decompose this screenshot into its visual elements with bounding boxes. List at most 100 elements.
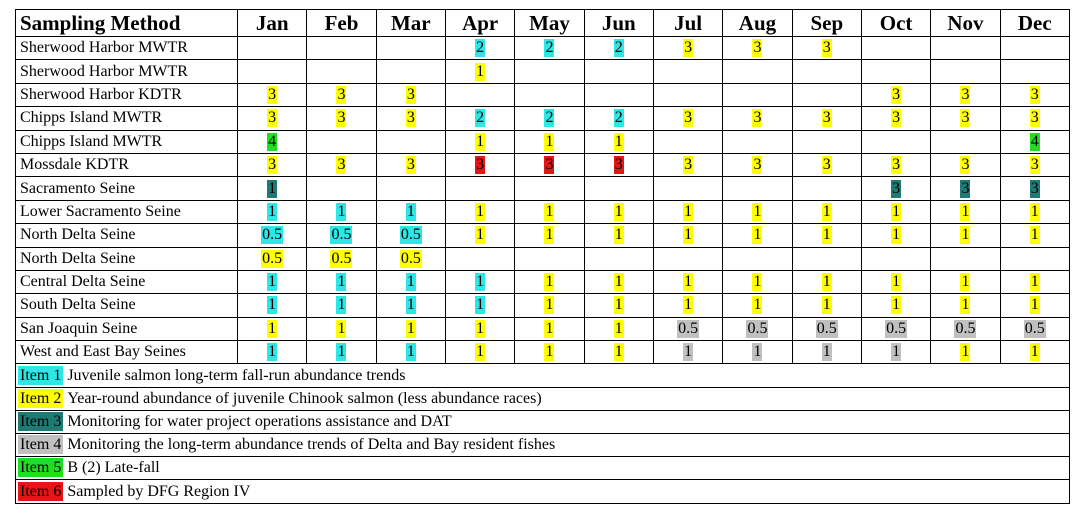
month-cell: 1 <box>930 269 1001 295</box>
value-highlight: 1 <box>1029 296 1040 315</box>
month-cell: 1 <box>444 269 516 295</box>
month-cell <box>236 59 308 84</box>
month-cell: 3 <box>860 82 932 108</box>
value-highlight: 3 <box>613 156 624 175</box>
header-month: Jun <box>583 9 654 37</box>
value-highlight: 1 <box>821 296 832 315</box>
month-cell: 0.5 <box>306 246 377 271</box>
value-highlight: 2 <box>613 109 624 128</box>
value-highlight: 3 <box>752 109 763 128</box>
legend-cell: Item 4 Monitoring the long-term abundance… <box>15 433 1070 458</box>
value-highlight: 3 <box>891 156 902 175</box>
month-cell <box>375 129 446 154</box>
month-cell: 2 <box>514 106 585 131</box>
legend-text: Monitoring the long-term abundance trend… <box>67 436 556 454</box>
sampling-method-cell: Chipps Island MWTR <box>15 106 238 131</box>
legend-cell: Item 1 Juvenile salmon long-term fall-run… <box>15 363 1070 388</box>
value-highlight: 3 <box>336 85 347 104</box>
month-cell: 1 <box>722 340 793 365</box>
month-cell: 3 <box>999 152 1070 178</box>
month-cell <box>306 176 377 201</box>
month-cell <box>514 82 585 108</box>
month-cell <box>860 129 932 154</box>
month-cell: 1 <box>444 293 516 318</box>
month-cell: 3 <box>930 106 1001 131</box>
value-highlight: 1 <box>267 296 278 315</box>
legend-cell: Item 6 Sampled by DFG Region IV <box>15 479 1070 504</box>
value-highlight: 3 <box>683 109 694 128</box>
month-cell: 3 <box>860 106 932 131</box>
month-cell <box>860 59 932 84</box>
legend-swatch: Item 2 <box>18 388 64 408</box>
legend-text: Monitoring for water project operations … <box>67 412 452 430</box>
month-cell: 3 <box>375 82 446 108</box>
value-highlight: 1 <box>336 202 347 221</box>
value-highlight: 3 <box>1029 109 1040 128</box>
value-highlight: 3 <box>1029 179 1040 198</box>
month-cell: 1 <box>514 199 585 225</box>
month-cell: 3 <box>791 152 862 178</box>
month-cell: 3 <box>999 106 1070 131</box>
month-cell <box>722 246 793 271</box>
value-highlight: 3 <box>891 179 902 198</box>
month-cell: 1 <box>722 199 793 225</box>
value-highlight: 3 <box>960 156 971 175</box>
month-cell: 1 <box>375 340 446 365</box>
month-cell: 1 <box>791 293 862 318</box>
value-highlight: 3 <box>891 109 902 128</box>
value-highlight: 1 <box>752 202 763 221</box>
table-body: Sherwood Harbor MWTR 2 2 2 3 3 3 Sherwood Harbo… <box>15 35 1070 365</box>
legend: Item 1 Juvenile salmon long-term fall-run… <box>15 363 1070 504</box>
month-cell: 1 <box>999 340 1070 365</box>
month-cell: 1 <box>930 340 1001 365</box>
value-highlight: 1 <box>544 226 555 245</box>
month-cell: 1 <box>236 269 308 295</box>
legend-text: B (2) Late-fall <box>67 459 160 477</box>
month-cell: 2 <box>514 35 585 61</box>
table-row: Sherwood Harbor MWTR 1 <box>15 59 1070 84</box>
header-month: Aug <box>722 9 793 37</box>
month-cell: 1 <box>236 293 308 318</box>
month-cell <box>930 59 1001 84</box>
month-cell <box>722 176 793 201</box>
value-highlight: 1 <box>752 226 763 245</box>
legend-swatch: Item 5 <box>18 458 64 478</box>
value-highlight: 3 <box>821 109 832 128</box>
month-cell: 1 <box>999 223 1070 248</box>
month-cell: 1 <box>860 199 932 225</box>
sampling-method-cell: Lower Sacramento Seine <box>15 199 238 225</box>
value-highlight: 1 <box>475 273 486 292</box>
value-highlight: 1 <box>267 179 278 198</box>
month-cell <box>860 35 932 61</box>
month-cell: 1 <box>306 293 377 318</box>
value-highlight: 1 <box>821 226 832 245</box>
month-cell <box>306 59 377 84</box>
month-cell: 1 <box>860 269 932 295</box>
month-cell: 0.5 <box>930 316 1001 342</box>
value-highlight: 1 <box>405 273 416 292</box>
value-highlight: 1 <box>544 296 555 315</box>
value-highlight: 3 <box>821 39 832 58</box>
value-highlight: 2 <box>475 39 486 58</box>
value-highlight: 1 <box>821 343 832 362</box>
value-highlight: 1 <box>405 296 416 315</box>
value-highlight: 1 <box>336 319 347 338</box>
month-cell: 1 <box>652 223 724 248</box>
legend-row: Item 3 Monitoring for water project opera… <box>15 409 1070 435</box>
month-cell: 1 <box>236 316 308 342</box>
value-highlight: 0.5 <box>399 249 422 268</box>
sampling-method-cell: Chipps Island MWTR <box>15 129 238 154</box>
month-cell: 3 <box>999 82 1070 108</box>
value-highlight: 0.5 <box>330 226 353 245</box>
header-month: Feb <box>306 9 377 37</box>
month-cell: 1 <box>514 223 585 248</box>
value-highlight: 3 <box>960 179 971 198</box>
month-cell: 1 <box>236 340 308 365</box>
value-highlight: 1 <box>752 343 763 362</box>
value-highlight: 3 <box>405 156 416 175</box>
value-highlight: 1 <box>336 343 347 362</box>
sampling-method-cell: Central Delta Seine <box>15 269 238 295</box>
month-cell: 3 <box>999 176 1070 201</box>
month-cell: 3 <box>722 152 793 178</box>
